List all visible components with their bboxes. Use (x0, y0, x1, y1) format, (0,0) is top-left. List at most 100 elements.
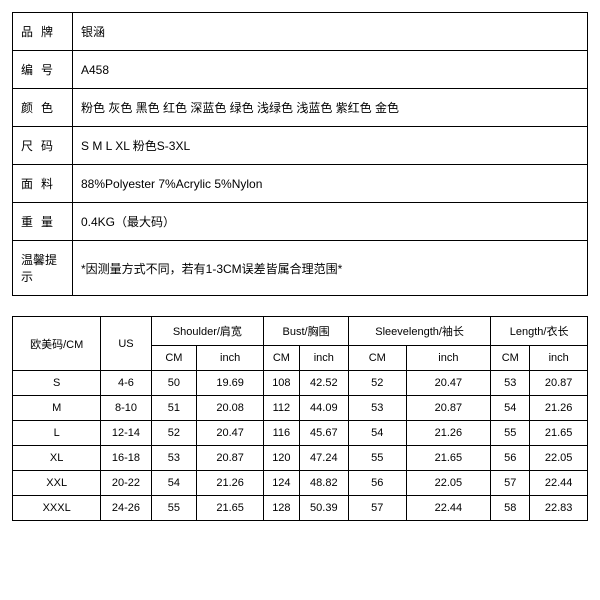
size-cell-le_in: 22.05 (530, 446, 588, 471)
size-cell-us: 16-18 (101, 446, 151, 471)
info-row: 编号A458 (13, 51, 588, 89)
size-row: L12-145220.4711645.675421.265521.65 (13, 421, 588, 446)
size-cell-sl_cm: 57 (349, 496, 407, 521)
size-row: S4-65019.6910842.525220.475320.87 (13, 371, 588, 396)
size-cell-le_in: 22.44 (530, 471, 588, 496)
size-cell-us: 8-10 (101, 396, 151, 421)
unit-inch: inch (406, 346, 491, 371)
size-cell-sl_cm: 56 (349, 471, 407, 496)
size-cell-sh_in: 20.87 (197, 446, 264, 471)
size-cell-le_in: 22.83 (530, 496, 588, 521)
size-cell-bu_in: 42.52 (299, 371, 348, 396)
info-label: 编号 (13, 51, 73, 89)
info-label: 尺码 (13, 127, 73, 165)
size-cell-sl_cm: 53 (349, 396, 407, 421)
col-sleeve-label: Sleevelength/袖长 (349, 317, 491, 346)
size-cell-sh_in: 21.65 (197, 496, 264, 521)
size-cell-bu_in: 47.24 (299, 446, 348, 471)
info-label: 颜色 (13, 89, 73, 127)
col-size-label: 欧美码/CM (13, 317, 101, 371)
col-shoulder-label: Shoulder/肩宽 (151, 317, 264, 346)
info-row: 重量0.4KG（最大码） (13, 203, 588, 241)
info-value: 银涵 (73, 13, 588, 51)
size-cell-le_cm: 57 (491, 471, 530, 496)
size-cell-sh_in: 21.26 (197, 471, 264, 496)
size-cell-sl_cm: 55 (349, 446, 407, 471)
size-cell-sl_cm: 52 (349, 371, 407, 396)
size-cell-sl_in: 22.05 (406, 471, 491, 496)
info-value: S M L XL 粉色S-3XL (73, 127, 588, 165)
size-cell-bu_in: 48.82 (299, 471, 348, 496)
size-chart-head: 欧美码/CM US Shoulder/肩宽 Bust/胸围 Sleeveleng… (13, 317, 588, 371)
info-value: A458 (73, 51, 588, 89)
size-cell-le_cm: 56 (491, 446, 530, 471)
size-cell-us: 12-14 (101, 421, 151, 446)
size-cell-bu_in: 44.09 (299, 396, 348, 421)
size-cell-bu_cm: 116 (264, 421, 299, 446)
size-cell-sl_in: 20.87 (406, 396, 491, 421)
size-cell-sh_in: 20.08 (197, 396, 264, 421)
info-row: 品牌银涵 (13, 13, 588, 51)
size-row: XL16-185320.8712047.245521.655622.05 (13, 446, 588, 471)
size-cell-sh_cm: 51 (151, 396, 197, 421)
info-value: 88%Polyester 7%Acrylic 5%Nylon (73, 165, 588, 203)
size-cell-size: L (13, 421, 101, 446)
info-label: 面料 (13, 165, 73, 203)
info-row: 尺码S M L XL 粉色S-3XL (13, 127, 588, 165)
info-label: 重量 (13, 203, 73, 241)
col-length-label: Length/衣长 (491, 317, 588, 346)
size-cell-bu_cm: 112 (264, 396, 299, 421)
size-cell-sl_in: 21.65 (406, 446, 491, 471)
size-cell-size: M (13, 396, 101, 421)
unit-cm: CM (264, 346, 299, 371)
size-cell-bu_cm: 124 (264, 471, 299, 496)
info-label: 温馨提示 (13, 241, 73, 296)
size-cell-le_in: 21.26 (530, 396, 588, 421)
info-value: 粉色 灰色 黑色 红色 深蓝色 绿色 浅绿色 浅蓝色 紫红色 金色 (73, 89, 588, 127)
size-row: XXXL24-265521.6512850.395722.445822.83 (13, 496, 588, 521)
size-cell-le_cm: 54 (491, 396, 530, 421)
size-cell-us: 24-26 (101, 496, 151, 521)
size-chart-body: S4-65019.6910842.525220.475320.87M8-1051… (13, 371, 588, 521)
size-cell-bu_cm: 128 (264, 496, 299, 521)
info-label: 品牌 (13, 13, 73, 51)
size-cell-sl_in: 22.44 (406, 496, 491, 521)
size-cell-bu_cm: 108 (264, 371, 299, 396)
size-cell-size: XL (13, 446, 101, 471)
size-cell-size: XXXL (13, 496, 101, 521)
col-us-label: US (101, 317, 151, 371)
size-cell-le_cm: 55 (491, 421, 530, 446)
size-cell-sh_cm: 53 (151, 446, 197, 471)
unit-cm: CM (491, 346, 530, 371)
size-cell-le_in: 21.65 (530, 421, 588, 446)
size-cell-le_cm: 53 (491, 371, 530, 396)
info-row: 温馨提示*因测量方式不同，若有1-3CM误差皆属合理范围* (13, 241, 588, 296)
size-chart-table: 欧美码/CM US Shoulder/肩宽 Bust/胸围 Sleeveleng… (12, 316, 588, 521)
size-cell-sl_in: 20.47 (406, 371, 491, 396)
product-info-body: 品牌银涵编号A458颜色粉色 灰色 黑色 红色 深蓝色 绿色 浅绿色 浅蓝色 紫… (13, 13, 588, 296)
size-row: XXL20-225421.2612448.825622.055722.44 (13, 471, 588, 496)
size-cell-us: 20-22 (101, 471, 151, 496)
size-cell-sl_cm: 54 (349, 421, 407, 446)
size-cell-size: XXL (13, 471, 101, 496)
size-cell-bu_cm: 120 (264, 446, 299, 471)
info-row: 颜色粉色 灰色 黑色 红色 深蓝色 绿色 浅绿色 浅蓝色 紫红色 金色 (13, 89, 588, 127)
size-cell-sh_in: 20.47 (197, 421, 264, 446)
size-cell-sh_cm: 55 (151, 496, 197, 521)
size-cell-bu_in: 50.39 (299, 496, 348, 521)
info-row: 面料88%Polyester 7%Acrylic 5%Nylon (13, 165, 588, 203)
info-value: 0.4KG（最大码） (73, 203, 588, 241)
unit-cm: CM (349, 346, 407, 371)
unit-inch: inch (299, 346, 348, 371)
unit-cm: CM (151, 346, 197, 371)
size-row: M8-105120.0811244.095320.875421.26 (13, 396, 588, 421)
size-cell-size: S (13, 371, 101, 396)
size-cell-us: 4-6 (101, 371, 151, 396)
size-header-row-1: 欧美码/CM US Shoulder/肩宽 Bust/胸围 Sleeveleng… (13, 317, 588, 346)
size-cell-le_cm: 58 (491, 496, 530, 521)
size-cell-sh_cm: 52 (151, 421, 197, 446)
size-cell-sh_cm: 50 (151, 371, 197, 396)
info-value: *因测量方式不同，若有1-3CM误差皆属合理范围* (73, 241, 588, 296)
unit-inch: inch (530, 346, 588, 371)
size-cell-sl_in: 21.26 (406, 421, 491, 446)
